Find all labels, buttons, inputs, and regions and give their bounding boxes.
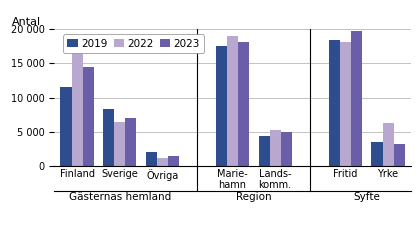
Bar — [216, 46, 227, 166]
Bar — [259, 136, 270, 166]
Bar — [125, 118, 136, 166]
Text: Gästernas hemland: Gästernas hemland — [69, 192, 171, 202]
Bar — [281, 132, 292, 166]
Bar — [60, 87, 72, 166]
Text: Region: Region — [236, 192, 272, 202]
Legend: 2019, 2022, 2023: 2019, 2022, 2023 — [63, 34, 204, 53]
Text: Antal: Antal — [12, 17, 41, 27]
Bar — [146, 152, 157, 166]
Bar — [114, 122, 125, 166]
Bar — [103, 109, 114, 166]
Bar — [72, 52, 83, 166]
Text: Syfte: Syfte — [353, 192, 380, 202]
Bar — [383, 123, 393, 166]
Bar — [270, 130, 281, 166]
Bar — [168, 156, 179, 166]
Bar — [227, 36, 238, 166]
Bar — [351, 31, 362, 166]
Bar — [340, 42, 351, 166]
Bar — [393, 144, 405, 166]
Bar — [83, 67, 93, 166]
Bar — [238, 42, 249, 166]
Bar — [329, 40, 340, 166]
Bar — [372, 142, 383, 166]
Bar — [157, 158, 168, 166]
